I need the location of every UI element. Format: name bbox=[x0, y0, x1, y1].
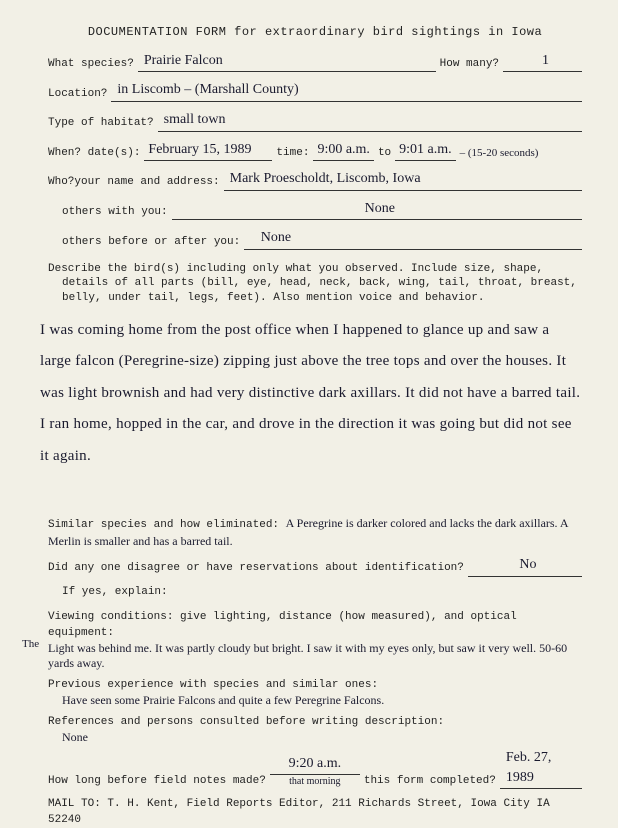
howlong-label: How long before field notes made? bbox=[48, 774, 266, 789]
howmany-value: 1 bbox=[503, 51, 582, 73]
habitat-label: Type of habitat? bbox=[48, 116, 154, 131]
to-label: to bbox=[378, 146, 391, 161]
when-label: When? date(s): bbox=[48, 146, 140, 161]
who-label: Who?your name and address: bbox=[48, 175, 220, 190]
disagree-value: No bbox=[468, 555, 582, 577]
viewing-label: Viewing conditions: give lighting, dista… bbox=[48, 610, 582, 641]
otherswith-value: None bbox=[172, 199, 582, 221]
othersbefore-value: None bbox=[244, 228, 582, 250]
ifyes-label: If yes, explain: bbox=[48, 585, 582, 600]
disagree-label: Did any one disagree or have reservation… bbox=[48, 561, 464, 576]
previous-value: Have seen some Prairie Falcons and quite… bbox=[48, 693, 582, 709]
previous-label: Previous experience with species and sim… bbox=[48, 678, 582, 693]
species-label: What species? bbox=[48, 57, 134, 72]
notesmade-under: that morning bbox=[270, 775, 360, 789]
references-label: References and persons consulted before … bbox=[48, 715, 582, 730]
viewing-value: Light was behind me. It was partly cloud… bbox=[48, 641, 582, 672]
location-label: Location? bbox=[48, 87, 107, 102]
habitat-value: small town bbox=[158, 110, 582, 132]
who-value: Mark Proescholdt, Liscomb, Iowa bbox=[224, 169, 582, 191]
describe-prompt: Describe the bird(s) including only what… bbox=[48, 262, 582, 305]
form-title: DOCUMENTATION FORM for extraordinary bir… bbox=[48, 24, 582, 41]
formcompleted-label: this form completed? bbox=[364, 774, 496, 789]
species-value: Prairie Falcon bbox=[138, 51, 436, 73]
similar-label: Similar species and how eliminated: bbox=[48, 519, 279, 531]
howmany-label: How many? bbox=[440, 57, 499, 72]
completed-value: Feb. 27, 1989 bbox=[500, 748, 582, 789]
description-text: I was coming home from the post office w… bbox=[40, 315, 582, 473]
location-value: in Liscomb – (Marshall County) bbox=[111, 80, 582, 102]
references-value: None bbox=[48, 730, 582, 746]
timeto-value: 9:01 a.m. bbox=[395, 140, 456, 162]
time-label: time: bbox=[276, 146, 309, 161]
viewing-margin-note: The bbox=[22, 637, 39, 652]
othersbefore-label: others before or after you: bbox=[62, 235, 240, 250]
otherswith-label: others with you: bbox=[62, 205, 168, 220]
duration-value: – (15-20 seconds) bbox=[460, 146, 539, 161]
mailto-text: MAIL TO: T. H. Kent, Field Reports Edito… bbox=[48, 797, 582, 828]
notesmade-value: 9:20 a.m. bbox=[270, 754, 360, 776]
date-value: February 15, 1989 bbox=[144, 140, 272, 162]
timefrom-value: 9:00 a.m. bbox=[313, 140, 374, 162]
